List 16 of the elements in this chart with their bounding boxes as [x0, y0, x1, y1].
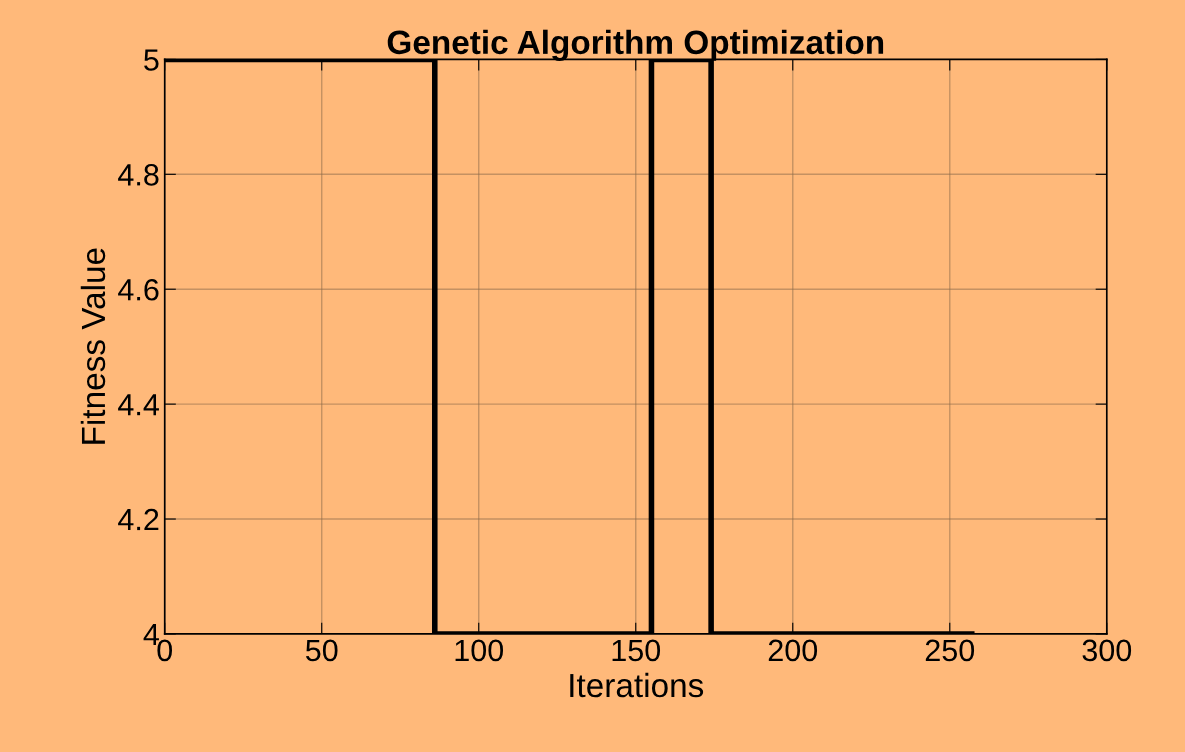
x-tick-label: 300: [1082, 639, 1132, 662]
x-tick-label: 250: [925, 639, 975, 662]
x-tick-label: 100: [455, 639, 504, 662]
x-axis-title: Iterations: [570, 672, 704, 698]
y-axis-title: Fitness Value: [80, 248, 106, 444]
y-tick-label: 4: [143, 623, 159, 646]
x-tick-label: 0: [157, 639, 173, 662]
y-tick-label: 4.6: [118, 278, 159, 301]
y-tick-label: 5: [144, 49, 159, 71]
x-tick-label: 200: [768, 639, 818, 662]
y-tick-label: 4.8: [118, 164, 159, 186]
chart-title: Genetic Algorithm Optimization: [387, 29, 884, 61]
x-tick-label: 50: [305, 639, 338, 662]
y-tick-label: 4.2: [118, 508, 159, 531]
y-tick-label: 4.4: [118, 394, 159, 416]
x-tick-label: 150: [612, 639, 661, 662]
